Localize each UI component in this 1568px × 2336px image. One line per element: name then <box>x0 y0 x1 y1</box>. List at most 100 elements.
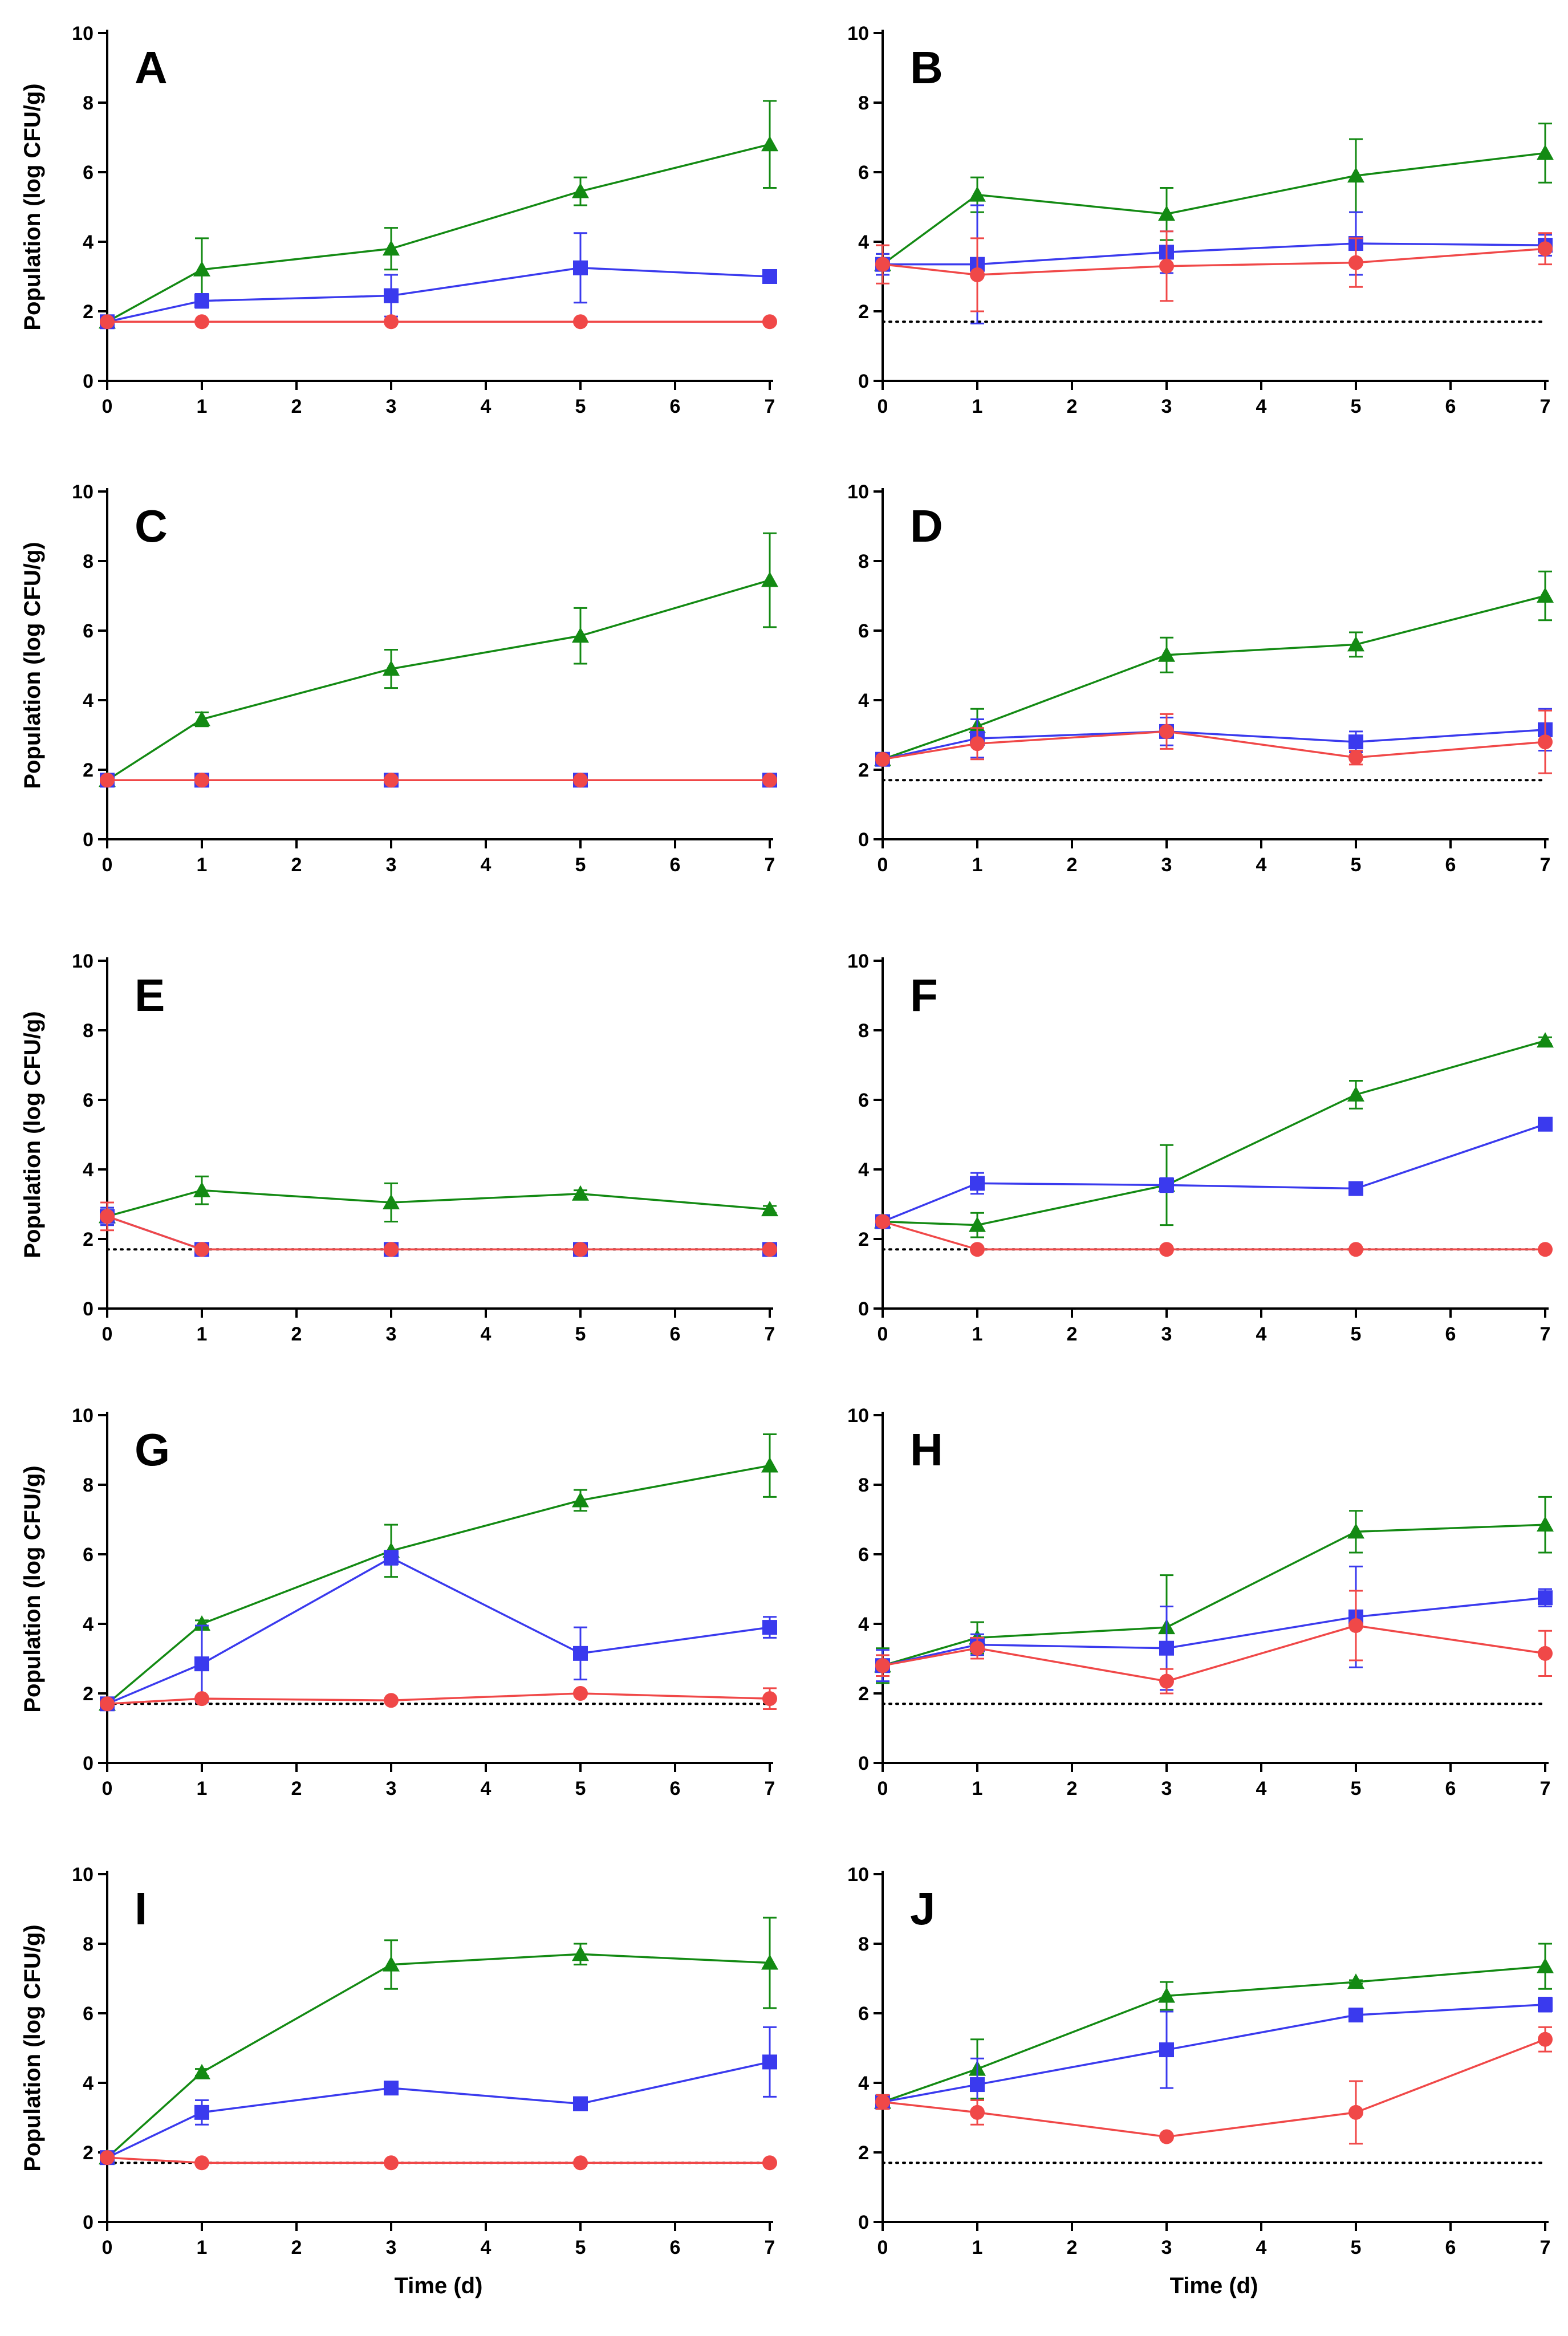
panel-h-label: H <box>910 1424 943 1475</box>
panel-d-x-tick-label: 7 <box>1540 854 1551 876</box>
panel-j-blue-series-point <box>1159 2042 1174 2058</box>
panel-g-x-tick-label: 3 <box>386 1778 397 1799</box>
panel-a-blue-series-point <box>573 260 588 275</box>
panel-h-red-series-point <box>875 1658 890 1673</box>
panel-g-blue-series-point <box>573 1646 588 1661</box>
panel-i-green-series-point <box>193 2063 210 2079</box>
panel-b-green-series-point <box>969 186 986 202</box>
panel-j-x-tick-label: 5 <box>1351 2237 1362 2258</box>
panel-i-y-tick-label: 4 <box>83 2073 94 2094</box>
panel-j-green-series-point <box>1537 1957 1554 1973</box>
panel-a-x-tick-label: 6 <box>670 396 681 417</box>
panel-d-y-tick-label: 10 <box>847 481 869 503</box>
panel-f-red-series-point <box>1159 1242 1174 1257</box>
panel-a-red-series-point <box>573 314 588 330</box>
panel-e-y-tick-label: 8 <box>83 1020 94 1042</box>
panel-a-y-tick-label: 0 <box>83 371 94 392</box>
panel-i-blue-series-point <box>384 2081 399 2096</box>
panel-e-y-axis-title: Population (log CFU/g) <box>20 1011 45 1258</box>
panel-b-green-series <box>874 123 1554 276</box>
panel-i-x-tick-label: 2 <box>291 2237 302 2258</box>
panel-f-x-tick-label: 3 <box>1161 1323 1172 1345</box>
panel-b-y-tick-label: 10 <box>847 23 869 44</box>
panel-c-red-series <box>100 773 777 788</box>
panel-c-red-series-point <box>100 773 115 788</box>
panel-g-red-series-point <box>573 1686 588 1701</box>
panel-f-y-tick-label: 4 <box>858 1159 869 1181</box>
panel-g-y-tick-label: 2 <box>83 1683 94 1705</box>
panel-g-x-tick-label: 2 <box>291 1778 302 1799</box>
panel-f-x-tick-label: 4 <box>1256 1323 1267 1345</box>
panel-i-x-axis-title: Time (d) <box>395 2273 483 2298</box>
panel-c-green-series-point <box>383 660 400 676</box>
panel-e-y-tick-label: 6 <box>83 1090 94 1111</box>
panel-g-y-tick-label: 10 <box>72 1405 94 1427</box>
panel-b-x-tick-label: 2 <box>1067 396 1078 417</box>
panel-c-y-tick-label: 4 <box>83 690 94 712</box>
panel-e-red-series-point <box>194 1242 209 1257</box>
panel-a-label: A <box>135 42 168 93</box>
panel-f-green-series <box>874 1032 1554 1238</box>
panel-g-red-series-point <box>100 1696 115 1712</box>
panel-c-x-tick-label: 7 <box>765 854 775 876</box>
panel-a-green-series-point <box>761 136 778 152</box>
panel-j-blue-series-point <box>970 2077 985 2093</box>
panel-a-green-series-point <box>572 182 589 198</box>
panel-i-green-series-line <box>106 1953 770 2159</box>
panel-h-green-series-point <box>1537 1516 1554 1532</box>
panel-f-green-series-line <box>882 1039 1546 1226</box>
panel-e-x-tick-label: 2 <box>291 1323 302 1345</box>
panel-c-x-tick-label: 4 <box>481 854 491 876</box>
panel-i-blue-series-point <box>762 2054 777 2070</box>
panel-g-x-tick-label: 6 <box>670 1778 681 1799</box>
panel-d-x-tick-label: 5 <box>1351 854 1362 876</box>
panel-e-green-series-point <box>383 1193 400 1209</box>
panel-h-blue-series-point <box>1538 1590 1553 1606</box>
panel-i-green-series-point <box>383 1956 400 1972</box>
panel-i-red-series-point <box>762 2155 777 2171</box>
panel-j-y-tick-label: 2 <box>858 2142 869 2164</box>
panel-f-label: F <box>910 970 938 1021</box>
panel-j-green-series-point <box>1158 1987 1175 2003</box>
panel-d-y-tick-label: 6 <box>858 620 869 642</box>
panel-a-x-tick-label: 3 <box>386 396 397 417</box>
panel-d-red-series <box>875 709 1553 774</box>
panel-c-green-series-line <box>107 579 770 781</box>
panel-a-y-tick-label: 2 <box>83 301 94 323</box>
panel-e-x-tick-label: 1 <box>197 1323 208 1345</box>
panel-g-y-tick-label: 8 <box>83 1474 94 1496</box>
panel-f-green-series-point <box>1537 1032 1554 1048</box>
panel-f-blue-series-point <box>970 1176 985 1191</box>
panel-g-x-tick-label: 0 <box>102 1778 113 1799</box>
panel-a-red-series-point <box>194 314 209 330</box>
panel-c-green-series-point <box>761 571 778 587</box>
panel-f-x-tick-label: 7 <box>1540 1323 1551 1345</box>
panel-g-red-series-point <box>762 1691 777 1707</box>
panel-h-red-series <box>875 1590 1553 1695</box>
panel-f-y-tick-label: 2 <box>858 1229 869 1250</box>
panel-b-y-tick-label: 6 <box>858 162 869 184</box>
panel-h-x-tick-label: 4 <box>1256 1778 1267 1799</box>
panel-a-green-series-point <box>383 240 400 256</box>
panel-e-red-series-point <box>100 1209 115 1224</box>
panel-d-green-series-point <box>1537 587 1554 603</box>
panel-b-green-series-point <box>1347 167 1364 183</box>
panel-b-x-tick-label: 1 <box>972 396 983 417</box>
panel-j-blue-series-point <box>1538 1997 1553 2012</box>
panel-b-green-series-point <box>1537 144 1554 160</box>
panel-g-blue-series-point <box>762 1620 777 1635</box>
panel-b-green-series-point <box>1158 205 1175 221</box>
panel-d-x-tick-label: 3 <box>1161 854 1172 876</box>
panel-i-red-series-point <box>573 2155 588 2171</box>
panel-i-x-tick-label: 6 <box>670 2237 681 2258</box>
panel-j-red-series-point <box>875 2094 890 2110</box>
panel-h-x-tick-label: 5 <box>1351 1778 1362 1799</box>
panel-c-red-series-point <box>762 773 777 788</box>
panel-f-y-tick-label: 10 <box>847 950 869 972</box>
panel-d-green-series-point <box>1158 646 1175 662</box>
panel-j-y-tick-label: 8 <box>858 1933 869 1955</box>
panel-c-red-series-point <box>194 773 209 788</box>
panel-c-y-tick-label: 0 <box>83 829 94 851</box>
panel-d-x-tick-label: 6 <box>1445 854 1456 876</box>
panel-b-y-tick-label: 8 <box>858 92 869 114</box>
